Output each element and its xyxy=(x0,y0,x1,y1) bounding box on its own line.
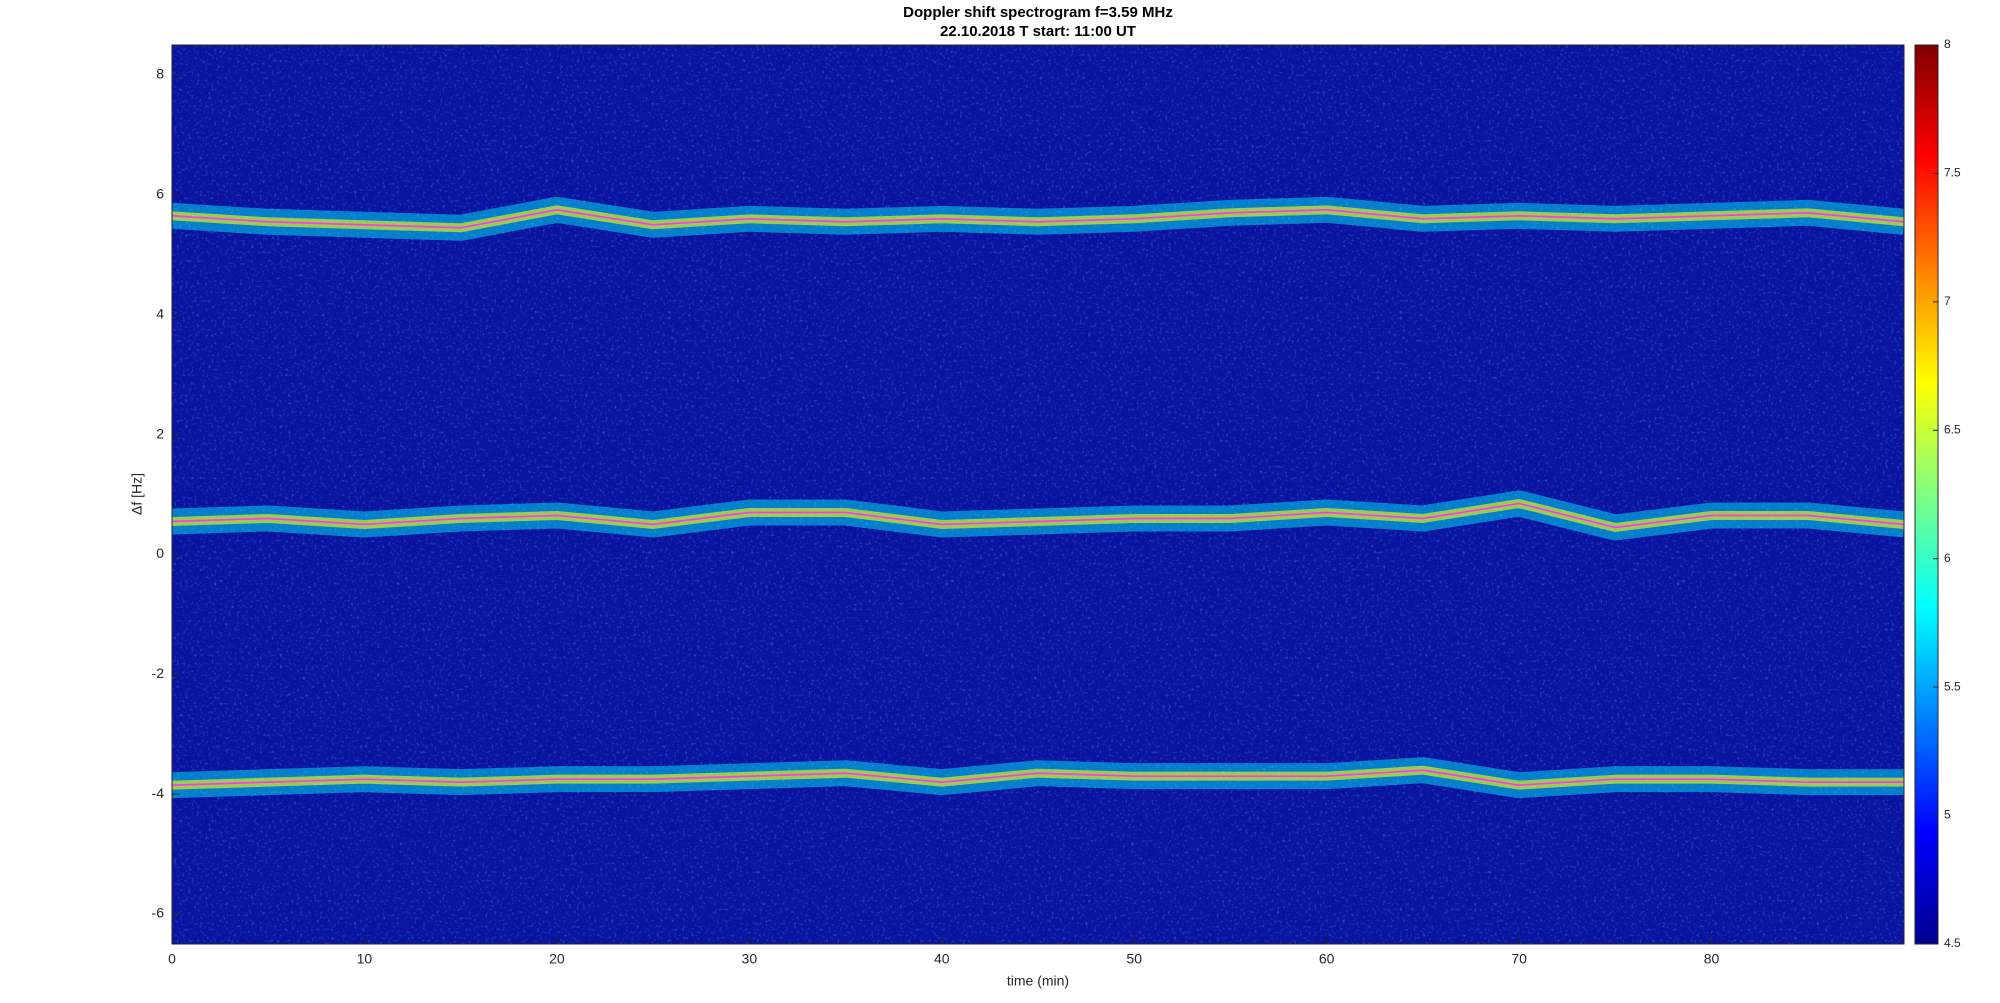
y-tick-label: -4 xyxy=(152,785,165,801)
traces xyxy=(172,196,1904,799)
noise-texture xyxy=(172,45,1904,944)
signal-trace xyxy=(172,502,1904,529)
y-tick-label: 6 xyxy=(156,186,164,202)
x-tick-label: 70 xyxy=(1511,951,1527,967)
colorbar-tick-label: 6.5 xyxy=(1944,422,1961,436)
colorbar xyxy=(1914,44,1939,945)
colorbar-tick-label: 7 xyxy=(1944,294,1951,308)
colorbar-tick-label: 5 xyxy=(1944,808,1951,822)
x-tick-label: 10 xyxy=(357,951,373,967)
plot-frame xyxy=(171,44,1905,945)
x-axis-label: time (min) xyxy=(1007,973,1069,989)
y-tick-label: -2 xyxy=(152,665,165,681)
colorbar-tick-label: 4.5 xyxy=(1944,936,1961,950)
y-tick-label: 4 xyxy=(156,305,164,321)
y-axis-label: Δf [Hz] xyxy=(129,473,145,515)
x-tick-label: 20 xyxy=(549,951,565,967)
colorbar-tick-label: 5.5 xyxy=(1944,679,1961,693)
y-tick-label: 8 xyxy=(156,66,164,82)
x-tick-label: 0 xyxy=(168,951,176,967)
chart-title: Doppler shift spectrogram f=3.59 MHz xyxy=(903,4,1173,21)
x-tick-label: 50 xyxy=(1126,951,1142,967)
colorbar-tick-label: 7.5 xyxy=(1944,166,1961,180)
x-tick-label: 40 xyxy=(934,951,950,967)
colorbar-tick-label: 6 xyxy=(1944,551,1951,565)
colorbar-tick-label: 8 xyxy=(1944,37,1951,51)
x-tick-label: 30 xyxy=(742,951,758,967)
y-tick-label: 2 xyxy=(156,425,164,441)
x-tick-label: 60 xyxy=(1319,951,1335,967)
y-tick-label: -6 xyxy=(152,905,165,921)
signal-trace xyxy=(172,769,1904,786)
x-tick-label: 80 xyxy=(1704,951,1720,967)
signal-trace xyxy=(172,209,1904,229)
chart-subtitle: 22.10.2018 T start: 11:00 UT xyxy=(940,23,1136,40)
y-tick-label: 0 xyxy=(156,545,164,561)
